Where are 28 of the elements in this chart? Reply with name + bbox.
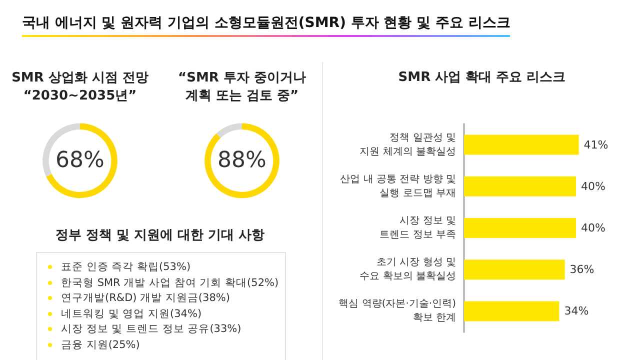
text: 시장 정보 및 트렌드 정보 공유(33%) (61, 323, 242, 335)
bar (464, 176, 576, 196)
text: 금융 지원(25%) (61, 338, 140, 350)
text: 네트워킹 및 영업 지원(34%) (61, 308, 202, 320)
text: 한국형 SMR 개발 사업 참여 기회 확대(52%) (61, 276, 279, 288)
chart-title: SMR 사업 확대 주요 리스크 (398, 70, 566, 85)
chart-subtitle: SMR 상업화 시점 전망 “2030~2035년” (12, 70, 148, 104)
text: 표준 인증 즉각 확립(53%) (61, 261, 191, 273)
data-label: 40% (581, 222, 606, 234)
data-label: 41% (584, 138, 608, 152)
bar (464, 260, 565, 280)
y-tick-label: 산업 내 공통 전략 방향 및 실행 로드맵 부재 (340, 174, 456, 199)
bar (464, 134, 579, 155)
data-label: 88% (218, 148, 266, 174)
y-tick-label: 시장 정보 및 트렌드 정보 부족 (380, 216, 456, 240)
data-label: 36% (570, 263, 594, 276)
y-tick-label: 정책 일관성 및 지원 체계의 불확실성 (360, 132, 456, 158)
chart-subtitle: “SMR 투자 중이거나 계획 또는 검토 중” (178, 70, 306, 104)
data-label: 34% (564, 304, 589, 318)
data-label: 68% (56, 148, 104, 174)
bar (464, 301, 560, 322)
text: 국내 에너지 및 원자력 기업의 소형모듈원전(SMR) 투자 현황 및 주요 리스크 (22, 14, 510, 32)
y-tick-label: 핵심 역량(자본·기술·인력) 확보 한계 (338, 298, 456, 324)
data-label: 40% (581, 180, 606, 193)
text: 연구개발(R&D) 개발 지원금(38%) (61, 292, 230, 304)
text: 정부 정책 및 지원에 대한 기대 사항 (54, 227, 266, 244)
bar (464, 218, 576, 238)
y-tick-label: 초기 시장 형성 및 수요 확보의 불확실성 (360, 257, 456, 282)
